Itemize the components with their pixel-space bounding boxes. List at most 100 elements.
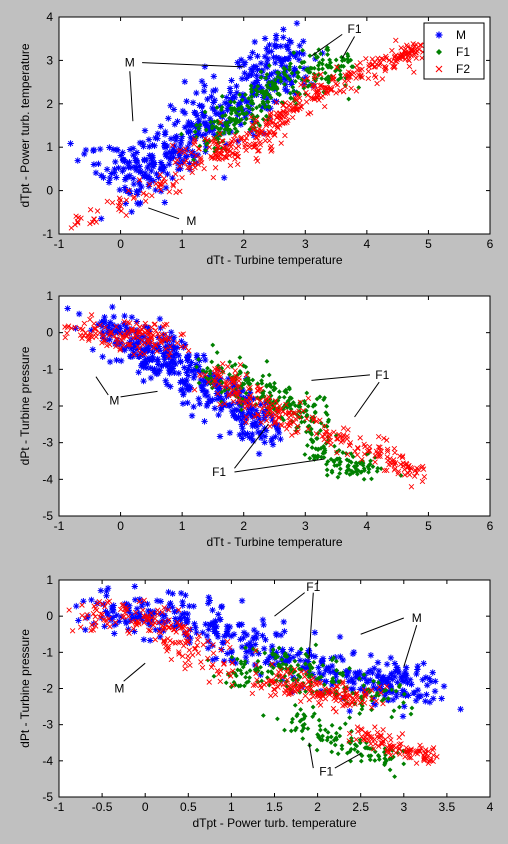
point-F2 [272,691,279,698]
point-M [230,631,238,638]
point-M [241,419,248,426]
point-M [130,349,137,356]
point-M [214,633,222,641]
point-F1 [307,663,313,668]
point-M [195,395,202,402]
point-F1 [368,458,373,464]
point-F2 [354,67,361,73]
point-F1 [313,78,318,84]
point-F1 [326,80,331,85]
point-M [149,349,156,356]
point-M [99,353,106,360]
point-F2 [185,653,191,659]
point-F1 [329,657,335,663]
point-M [152,186,159,194]
point-F1 [347,665,352,671]
point-M [107,616,115,624]
point-M [161,612,169,619]
point-F2 [382,66,389,72]
point-F2 [148,610,154,616]
point-M [419,676,426,683]
point-F2 [384,446,391,453]
point-M [262,399,269,407]
point-F1 [383,752,388,758]
point-M [154,358,162,365]
point-F2 [275,125,281,131]
point-F2 [406,57,412,64]
point-M [123,174,130,181]
point-M [253,423,261,430]
point-M [169,344,177,351]
point-F1 [321,397,327,403]
point-F1 [389,687,395,693]
point-F2 [196,633,202,639]
point-M [195,131,203,138]
point-M [109,303,116,311]
point-F2 [215,153,222,159]
point-M [133,157,140,165]
point-F1 [260,91,266,96]
point-M [173,350,180,357]
point-F2 [151,619,158,626]
y-tick-label: 4 [46,10,53,24]
point-F2 [289,432,295,438]
point-F2 [103,617,109,623]
point-F2 [305,426,311,432]
point-F2 [375,444,382,450]
point-F1 [219,93,225,99]
point-F1 [272,386,278,391]
point-F2 [139,341,146,348]
point-M [139,139,147,147]
point-F1 [310,439,316,445]
point-F2 [309,95,316,102]
point-F1 [197,143,203,149]
point-F2 [376,734,383,741]
point-F1 [264,382,270,388]
point-M [156,633,164,641]
point-F2 [370,746,377,752]
point-F2 [165,337,172,343]
point-M [207,621,214,629]
point-M [179,147,186,155]
point-M [140,364,147,371]
point-M [166,342,173,349]
point-F1 [340,450,346,455]
point-F1 [291,50,297,56]
point-F2 [282,132,288,139]
point-F2 [127,341,134,348]
point-F2 [256,129,263,135]
point-M [162,377,169,384]
x-tick-label: 1 [179,519,186,533]
point-F2 [176,649,182,655]
point-F2 [368,741,374,747]
point-F2 [378,690,384,696]
point-F1 [266,103,272,109]
point-F1 [307,455,313,461]
point-M [239,429,247,437]
point-M [130,180,138,188]
point-F1 [324,461,329,467]
point-F1 [320,57,326,63]
point-F1 [339,743,345,749]
y-tick-label: -5 [42,509,53,523]
point-M [161,199,168,206]
point-M [252,641,259,648]
point-F2 [234,150,241,157]
point-F1 [247,675,252,681]
point-F2 [204,655,211,662]
point-M [191,366,199,373]
point-M [375,667,383,675]
point-M [220,174,228,181]
point-M [431,688,439,695]
point-F1 [350,470,356,475]
point-F1 [300,48,306,53]
point-F1 [212,119,217,125]
point-F2 [147,627,154,634]
annotation-line [148,207,180,220]
point-F1 [367,746,373,752]
point-M [240,61,248,68]
point-M [246,389,254,396]
point-F1 [371,678,376,684]
point-M [162,128,169,136]
point-M [156,619,164,626]
